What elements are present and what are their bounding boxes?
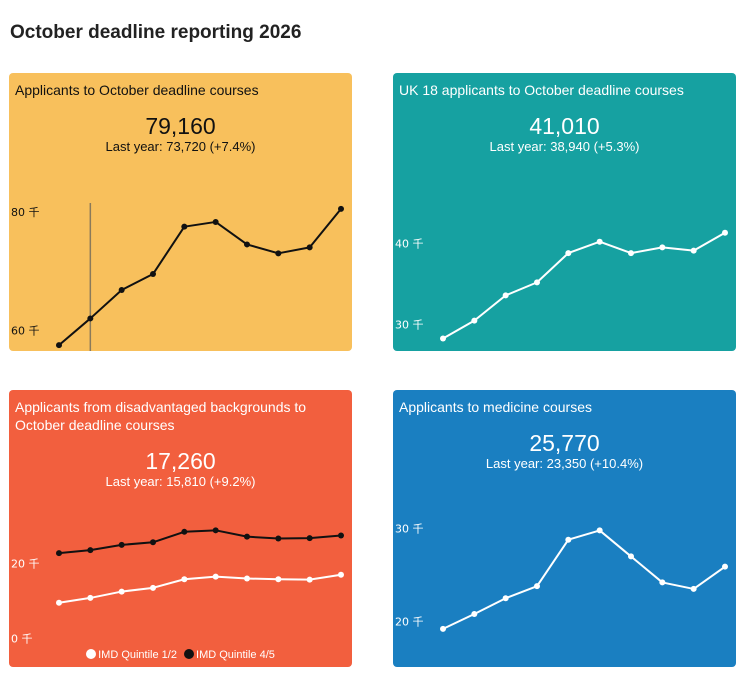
data-point	[87, 594, 94, 601]
data-point	[150, 539, 156, 546]
series-line-2	[58, 529, 342, 555]
legend-label: IMD Quintile 4/5	[196, 649, 275, 661]
card-title: UK 18 applicants to October deadline cou…	[399, 82, 684, 98]
data-point	[150, 271, 156, 278]
data-point	[212, 527, 219, 534]
data-point	[565, 536, 572, 543]
data-point	[722, 229, 728, 236]
last-year-text: Last year: 38,940 (+5.3%)	[489, 139, 640, 154]
legend-swatch-white	[86, 649, 97, 659]
data-point	[118, 588, 125, 595]
y-tick-label: 20 千	[11, 558, 40, 571]
data-point	[244, 533, 250, 540]
headline-value: 25,770	[529, 430, 600, 456]
data-point	[338, 532, 344, 539]
data-point	[244, 241, 250, 248]
data-point	[565, 250, 572, 257]
y-tick-label: 20 千	[395, 615, 424, 628]
y-tick-label: 80 千	[11, 206, 40, 219]
last-year-text: Last year: 15,810 (+9.2%)	[105, 474, 256, 489]
data-point	[628, 553, 634, 560]
data-point	[596, 238, 603, 245]
data-point	[212, 573, 219, 580]
data-point	[118, 287, 125, 294]
data-point	[87, 315, 94, 322]
data-point	[659, 244, 666, 251]
series-line-1	[442, 529, 726, 630]
data-point	[306, 244, 313, 251]
data-point	[181, 528, 188, 535]
page-title: October deadline reporting 2026	[10, 22, 302, 43]
data-point	[56, 550, 62, 557]
data-point	[338, 205, 344, 212]
card-title: Applicants to October deadline courses	[15, 82, 259, 98]
line-chart-disadvantaged[interactable]: 0 千 20 千	[9, 390, 352, 667]
card-title: Applicants to medicine courses	[399, 399, 592, 415]
data-point	[212, 218, 219, 225]
data-point	[596, 527, 603, 534]
line-chart-uk18[interactable]: 30 千 40 千	[393, 73, 736, 351]
data-point	[275, 535, 282, 542]
headline-value: 17,260	[145, 448, 216, 474]
chart-legend: IMD Quintile 1/2 IMD Quintile 4/5	[9, 649, 352, 661]
data-point	[275, 250, 282, 257]
last-year-text: Last year: 73,720 (+7.4%)	[105, 139, 256, 154]
data-point	[244, 575, 250, 582]
data-point	[306, 535, 313, 542]
data-point	[150, 584, 156, 591]
data-point	[56, 342, 62, 349]
data-point	[87, 547, 94, 554]
line-chart-medicine[interactable]: 20 千 30 千	[393, 390, 736, 667]
data-point	[440, 335, 446, 342]
legend-swatch-black	[184, 649, 195, 659]
data-point	[534, 583, 540, 590]
data-point	[471, 611, 478, 617]
data-point	[338, 571, 344, 578]
last-year-text: Last year: 23,350 (+10.4%)	[485, 456, 644, 471]
y-tick-label: 30 千	[395, 523, 424, 536]
data-point	[56, 599, 62, 606]
data-point	[628, 250, 634, 257]
y-tick-label: 60 千	[11, 324, 40, 337]
headline-value: 41,010	[529, 113, 600, 139]
data-point	[690, 585, 697, 592]
card-uk18-applicants: UK 18 applicants to October deadline cou…	[393, 73, 736, 351]
data-point	[181, 223, 188, 230]
headline-value: 79,160	[145, 113, 216, 139]
data-point	[502, 292, 509, 299]
data-point	[440, 625, 446, 632]
data-point	[118, 541, 125, 548]
card-applicants-october: Applicants to October deadline courses 7…	[9, 73, 352, 351]
y-tick-label: 30 千	[395, 319, 424, 332]
data-point	[722, 563, 728, 570]
data-point	[471, 317, 478, 324]
line-chart-applicants[interactable]: 60 千 80 千	[9, 73, 352, 351]
data-point	[534, 279, 540, 286]
y-tick-label: 40 千	[395, 237, 424, 250]
legend-item-imd-1-2[interactable]: IMD Quintile 1/2	[86, 649, 177, 661]
data-point	[690, 247, 697, 254]
card-medicine-applicants: Applicants to medicine courses 25,770 La…	[393, 390, 736, 667]
card-title: Applicants from disadvantaged background…	[15, 399, 307, 433]
y-tick-label: 0 千	[11, 632, 33, 645]
series-line-1	[442, 231, 726, 340]
data-point	[659, 579, 666, 586]
series-line-1	[58, 208, 342, 346]
legend-label: IMD Quintile 1/2	[98, 649, 177, 661]
data-point	[306, 576, 313, 583]
series-line-1	[58, 573, 342, 604]
data-point	[181, 576, 188, 583]
card-disadvantaged-applicants: Applicants from disadvantaged background…	[9, 390, 352, 667]
data-point	[275, 576, 282, 583]
legend-item-imd-4-5[interactable]: IMD Quintile 4/5	[184, 649, 275, 661]
data-point	[502, 595, 509, 602]
